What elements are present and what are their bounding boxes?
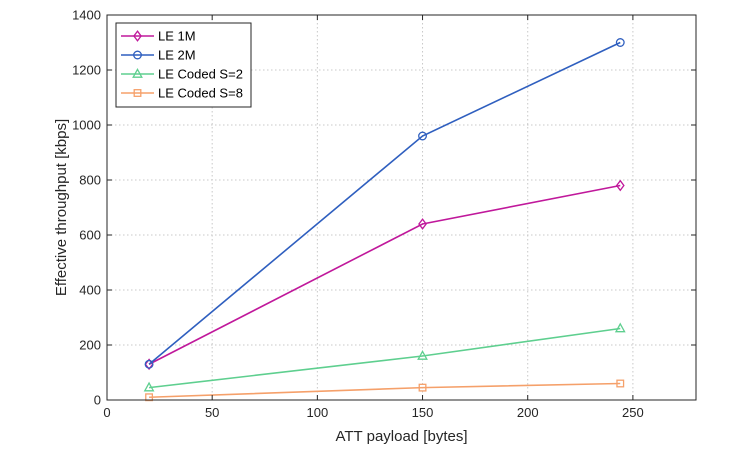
y-tick-label: 200 xyxy=(79,338,101,353)
y-tick-label: 1000 xyxy=(72,118,101,133)
data-point xyxy=(417,350,428,360)
y-tick-label: 600 xyxy=(79,228,101,243)
data-point xyxy=(144,359,154,369)
series-line xyxy=(148,41,621,365)
data-point xyxy=(418,131,427,141)
data-point xyxy=(418,383,427,392)
data-point xyxy=(616,379,625,388)
legend-label: LE Coded S=2 xyxy=(158,67,243,82)
data-point xyxy=(145,393,154,402)
x-tick-label: 100 xyxy=(307,405,329,420)
series-line xyxy=(148,184,621,365)
legend-marker xyxy=(133,50,142,60)
series-layer xyxy=(143,38,626,402)
legend-marker xyxy=(132,68,143,78)
legend-label: LE Coded S=8 xyxy=(158,86,243,101)
axis-ticks: 0 50 100 150 200 250 0 200 400 600 800 1000 1200 1400 xyxy=(72,8,696,420)
data-point xyxy=(615,179,625,192)
data-point xyxy=(418,218,427,230)
x-tick-label: 250 xyxy=(622,405,644,420)
x-tick-label: 50 xyxy=(205,405,219,420)
data-point xyxy=(615,38,625,47)
legend-label: LE 2M xyxy=(158,48,196,63)
legend-item: LE 2M xyxy=(121,48,196,63)
legend-item: LE Coded S=2 xyxy=(121,67,243,82)
legend-item: LE Coded S=8 xyxy=(121,86,243,101)
legend-label: LE 1M xyxy=(158,29,196,44)
legend-marker xyxy=(133,30,142,42)
y-tick-label: 0 xyxy=(94,393,101,408)
y-tick-label: 800 xyxy=(79,173,101,188)
legend-marker xyxy=(133,89,142,97)
y-tick-label: 400 xyxy=(79,283,101,298)
x-tick-label: 0 xyxy=(103,405,110,420)
x-tick-label: 200 xyxy=(517,405,539,420)
series-line xyxy=(149,382,621,399)
series-line xyxy=(148,327,621,389)
data-point xyxy=(143,381,155,392)
series-le-coded-s-2 xyxy=(143,322,626,392)
data-point xyxy=(614,322,626,333)
legend: LE 1M LE 2M LE Coded S=2 LE Coded S=8 xyxy=(115,22,252,108)
series-le-2m xyxy=(144,38,625,369)
y-tick-label: 1400 xyxy=(72,8,101,23)
legend-item: LE 1M xyxy=(121,29,196,44)
y-tick-label: 1200 xyxy=(72,63,101,78)
series-le-coded-s-8 xyxy=(145,379,625,402)
x-axis-label: ATT payload [bytes] xyxy=(335,428,467,445)
y-axis-label: Effective throughput [kbps] xyxy=(53,119,70,296)
plot-frame xyxy=(106,14,697,401)
x-tick-label: 150 xyxy=(412,405,434,420)
